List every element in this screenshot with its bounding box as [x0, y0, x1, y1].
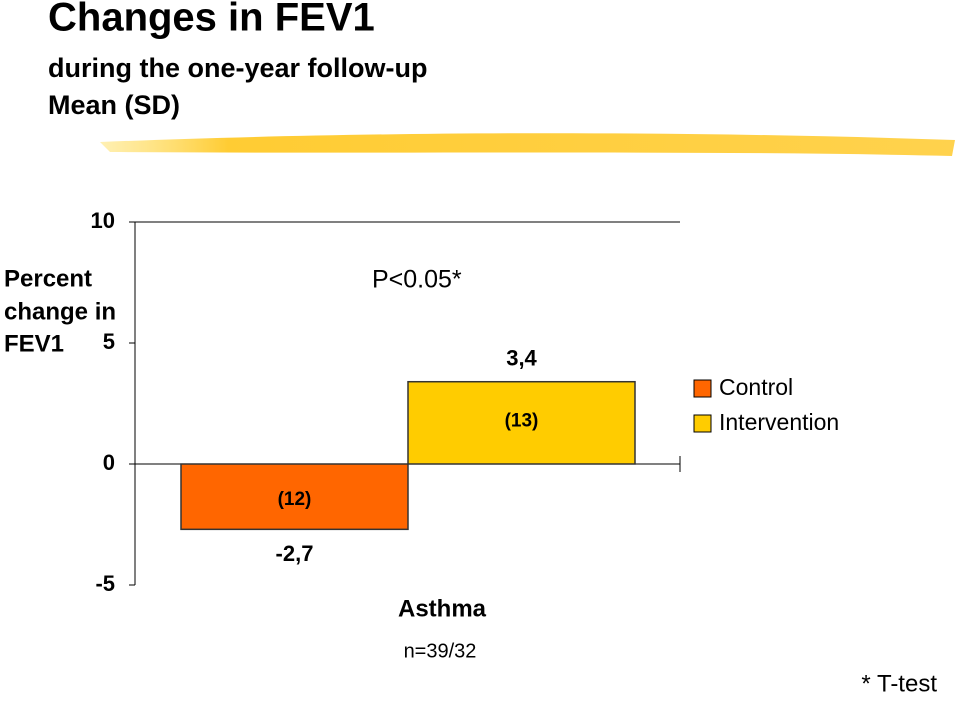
legend-swatch: [693, 414, 712, 433]
y-tick-label: 5: [103, 329, 115, 354]
x-tick-label: Asthma: [398, 595, 487, 622]
sd-label: (12): [278, 489, 312, 510]
bar: [407, 380, 636, 465]
footnote: * T-test: [861, 670, 937, 697]
title-underline: [100, 133, 955, 156]
chart-subtitle: during the one-year follow-up: [48, 53, 428, 83]
y-tick-label: 0: [103, 450, 115, 475]
sd-label: (13): [505, 411, 539, 432]
value-label: -2,7: [276, 541, 314, 566]
note: n=39/32: [404, 640, 477, 662]
y-axis-label: Percent: [4, 265, 92, 292]
y-axis-label: FEV1: [4, 330, 64, 357]
annotation: P<0.05*: [372, 266, 462, 294]
y-tick-label: -5: [95, 571, 115, 596]
legend-label: Control: [719, 374, 793, 400]
legend-label: Intervention: [719, 409, 839, 435]
value-label: 3,4: [506, 346, 537, 371]
chart-title: Changes in FEV1: [48, 0, 375, 40]
legend-swatch: [693, 379, 712, 398]
y-tick-label: 10: [91, 208, 115, 233]
bar: [180, 463, 409, 531]
y-axis-label: change in: [4, 298, 116, 325]
chart-subtitle: Mean (SD): [48, 90, 180, 120]
